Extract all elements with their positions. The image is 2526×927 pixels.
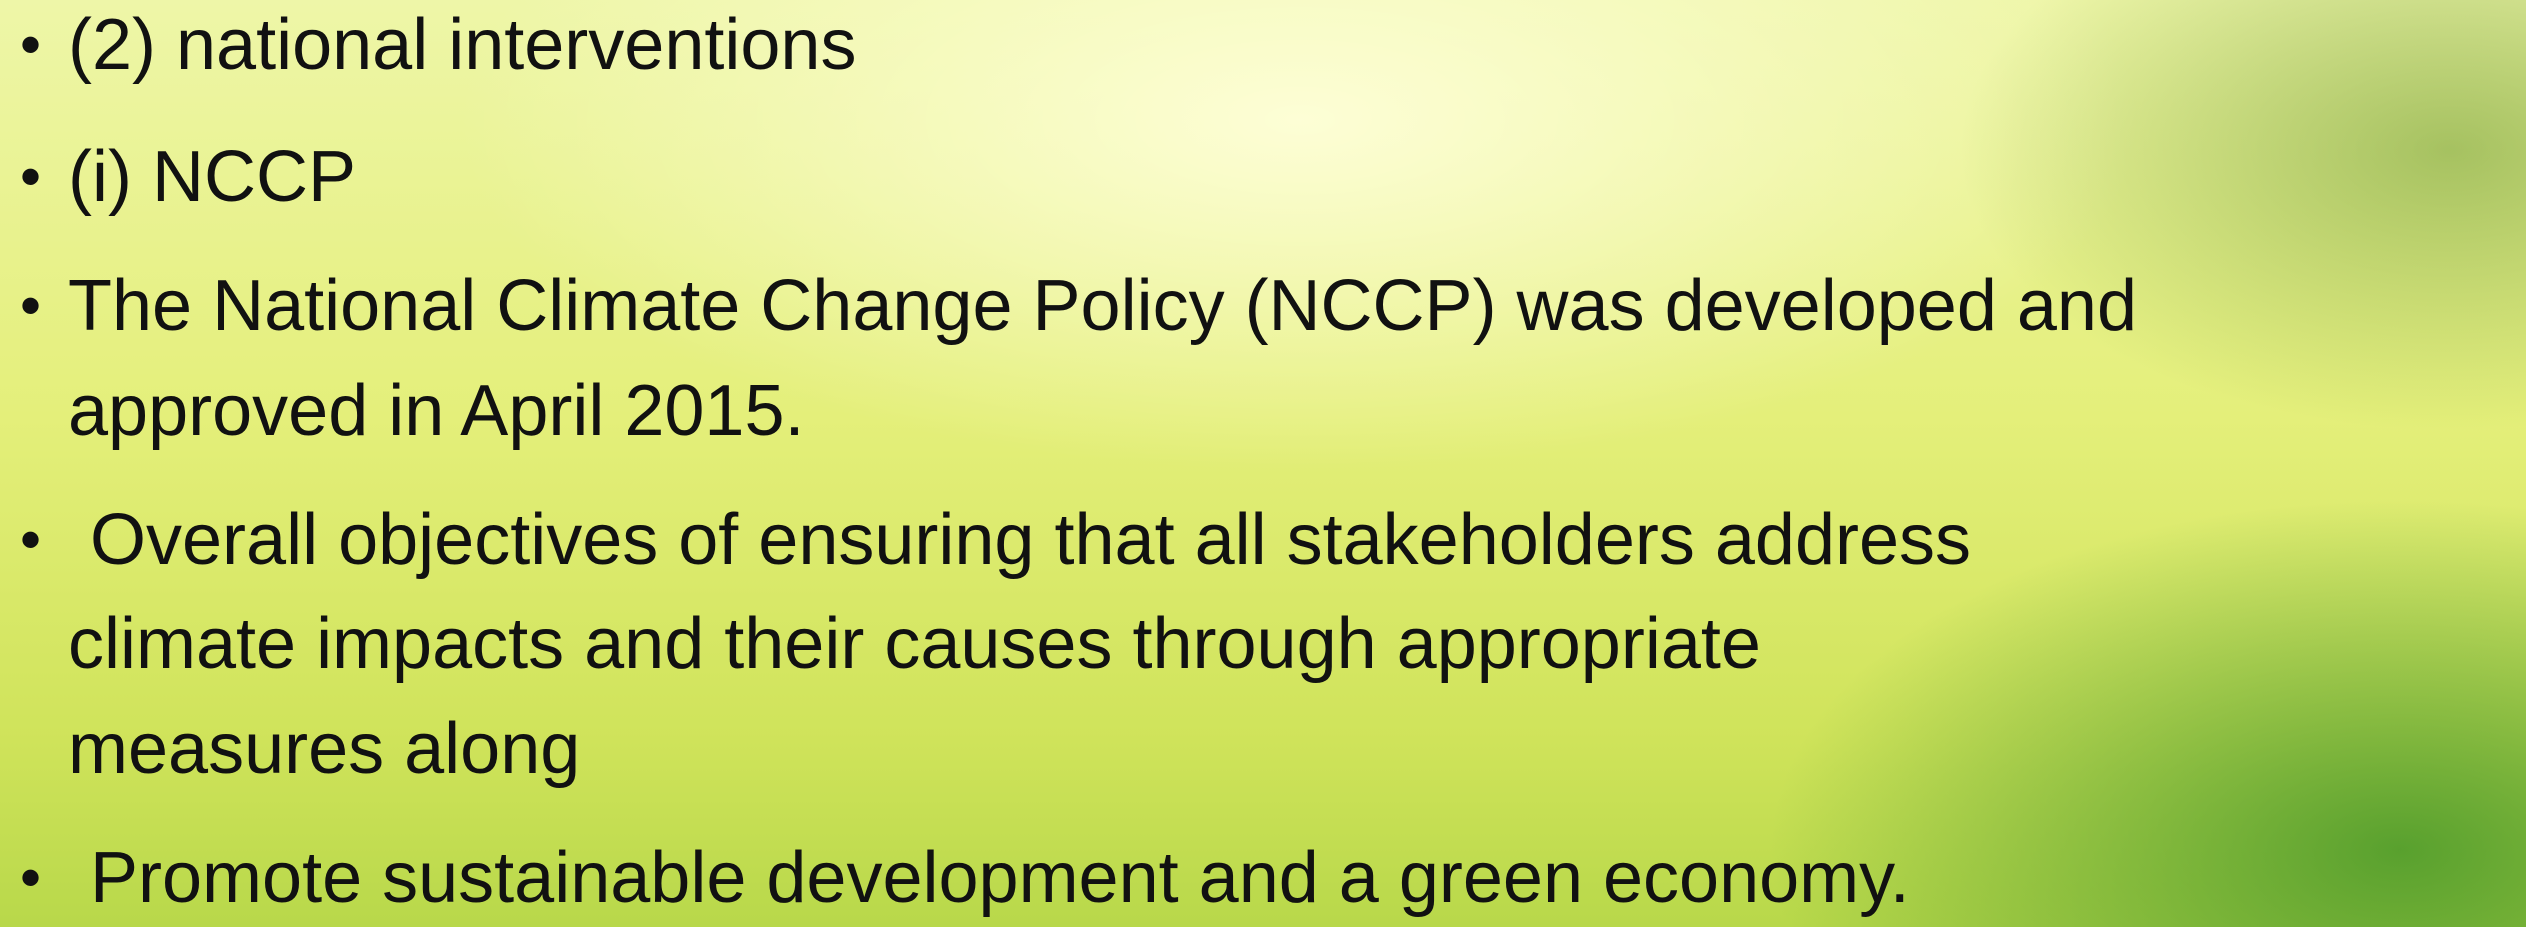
bullet: • xyxy=(20,506,42,573)
bullet: • xyxy=(20,844,42,911)
bullet: • xyxy=(20,272,42,339)
bullet-text: The National Climate Change Policy (NCCP… xyxy=(68,266,2138,346)
bullet-text: measures along xyxy=(68,709,581,789)
bullet-text: Promote sustainable development and a gr… xyxy=(90,838,1910,918)
bullet-text: approved in April 2015. xyxy=(68,371,805,451)
bullet: • xyxy=(20,143,42,210)
bullet-text: (i) NCCP xyxy=(68,137,356,217)
bullet-text: (2) national interventions xyxy=(68,5,857,85)
bullet: • xyxy=(20,11,42,78)
bullet-text: climate impacts and their causes through… xyxy=(68,604,1761,684)
bullet-text: Overall objectives of ensuring that all … xyxy=(90,500,1971,580)
